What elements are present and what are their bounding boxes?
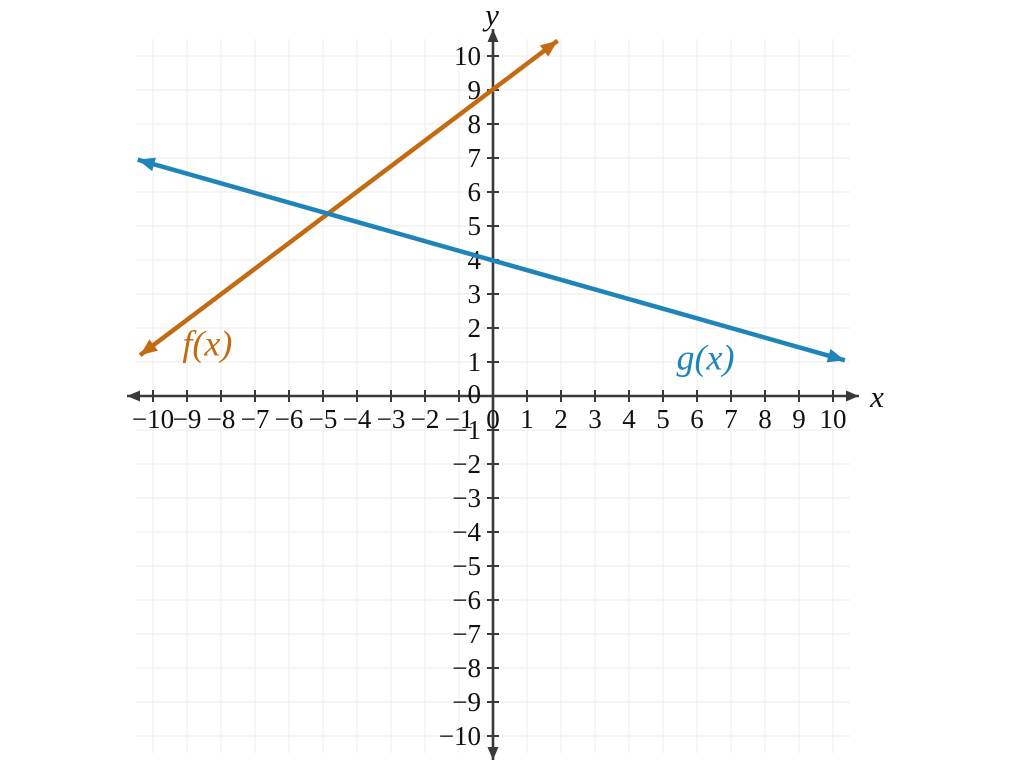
x-tick-label: −1 [445,404,474,434]
x-tick-label: 4 [622,404,636,434]
y-tick-label: 10 [454,41,481,71]
y-tick-label: −5 [452,551,481,581]
x-tick-label: −8 [207,404,236,434]
x-tick-label: 1 [520,404,534,434]
f-line-arrow-icon [539,40,558,57]
y-tick-label: −9 [452,687,481,717]
g-line [137,157,846,363]
x-tick-label: −10 [132,404,174,434]
y-tick-label: −10 [439,721,481,751]
y-tick-label: −7 [452,619,481,649]
x-tick-labels: −10−9 −8 −7 −6 −5 −4 −3 −2 −1 0 1 2 3 4 5 6 7 8 9 10 [132,404,847,434]
x-tick-label: −2 [411,404,440,434]
x-axis-label: x [869,379,884,414]
x-tick-label: −9 [173,404,202,434]
g-label: g(x) [677,338,735,378]
x-axis-left-arrow-icon [127,390,140,402]
g-line-group: g(x) [137,157,846,378]
x-tick-label: 10 [820,404,847,434]
g-line-arrow-icon [826,348,845,363]
y-tick-label: 3 [468,279,482,309]
y-tick-label: 1 [468,347,482,377]
x-tick-label: 0 [486,404,500,434]
y-axis-bottom-arrow-icon [487,747,499,760]
f-label: f(x) [182,323,232,363]
y-tick-label: 8 [468,109,482,139]
axes [127,29,859,760]
g-line-arrow-icon [137,157,156,172]
x-tick-label: 8 [758,404,772,434]
y-tick-label: 9 [468,75,482,105]
x-tick-label: −7 [241,404,270,434]
y-tick-label: −6 [452,585,481,615]
y-tick-label: −3 [452,483,481,513]
y-tick-label: 5 [468,211,482,241]
y-tick-label: −2 [452,449,481,479]
x-tick-label: 3 [588,404,602,434]
x-axis-right-arrow-icon [846,390,859,402]
x-tick-label: −6 [275,404,304,434]
f-line-group: f(x) [138,38,559,363]
f-line [138,38,559,357]
y-tick-label: 7 [468,143,482,173]
x-tick-label: −4 [343,404,372,434]
x-tick-label: 5 [656,404,670,434]
y-tick-label: −4 [452,517,481,547]
x-tick-label: 6 [690,404,704,434]
y-axis-label: y [482,0,499,32]
y-tick-label: 6 [468,177,482,207]
x-tick-label: −3 [377,404,406,434]
y-tick-label: −8 [452,653,481,683]
y-tick-label: 2 [468,313,482,343]
y-tick-label: 0 [468,379,482,409]
x-tick-label: 2 [554,404,568,434]
y-axis-top-arrow-icon [487,29,499,42]
x-tick-label: −5 [309,404,338,434]
f-line-arrow-icon [140,339,158,356]
x-tick-label: 7 [724,404,738,434]
y-tick-label: 4 [468,245,482,275]
y-tick-label: −1 [452,415,481,445]
x-tick-label: 9 [792,404,806,434]
